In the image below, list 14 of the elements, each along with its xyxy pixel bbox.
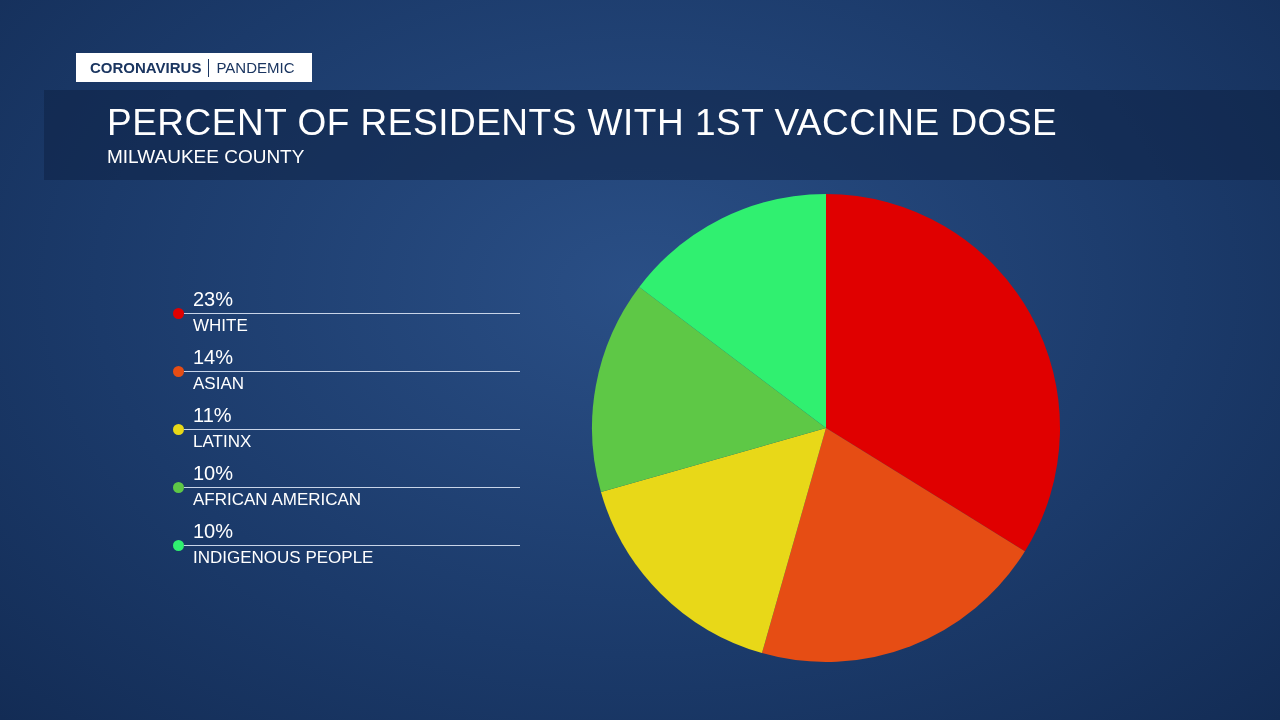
data-label: 11% bbox=[193, 404, 232, 427]
chart-subtitle: MILWAUKEE COUNTY bbox=[107, 146, 305, 168]
legend-label: AFRICAN AMERICAN bbox=[193, 490, 362, 510]
chart-title: PERCENT OF RESIDENTS WITH 1ST VACCINE DOSE bbox=[107, 102, 1058, 144]
legend-label: INDIGENOUS PEOPLE bbox=[193, 548, 374, 568]
data-label: 10% bbox=[193, 520, 234, 543]
legend-label: WHITE bbox=[193, 316, 248, 336]
data-label: 10% bbox=[193, 462, 234, 485]
text: PANDEMIC bbox=[216, 59, 295, 76]
data-label: 14% bbox=[193, 346, 234, 369]
legend-label: LATINX bbox=[193, 432, 252, 452]
text: CORONAVIRUS bbox=[90, 59, 202, 76]
data-label: 23% bbox=[193, 288, 234, 311]
legend-label: ASIAN bbox=[193, 374, 245, 394]
